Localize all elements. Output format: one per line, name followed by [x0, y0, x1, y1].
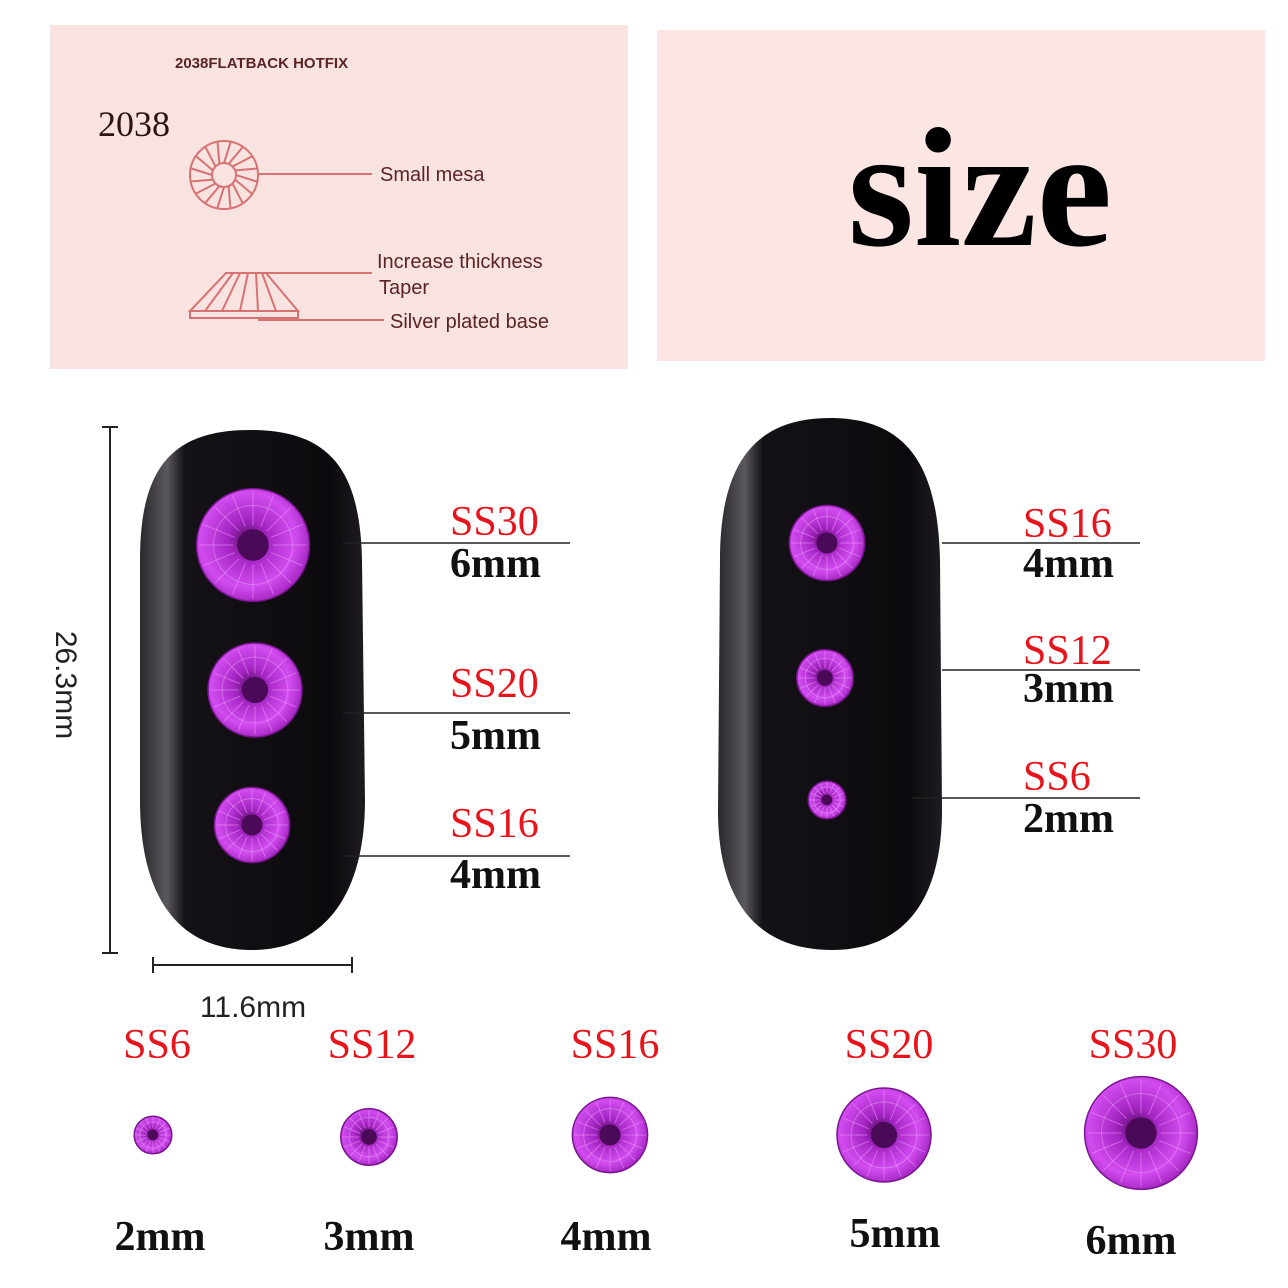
rhinestone — [1083, 1075, 1199, 1191]
rhinestone — [836, 1087, 932, 1183]
width-dimension — [152, 957, 353, 973]
labels-layer: SS306mmSS205mmSS164mmSS164mmSS123mmSS62m… — [115, 499, 1178, 1264]
width-label: 11.6mm — [200, 991, 306, 1024]
rhinestone — [207, 642, 303, 738]
rhinestone — [807, 780, 847, 820]
rhinestone — [796, 649, 854, 707]
size-code-label: SS16 — [1023, 501, 1112, 547]
size-mm-label: 6mm — [450, 541, 541, 587]
height-label: 26.3mm — [49, 631, 82, 739]
size-code-label: SS12 — [328, 1022, 417, 1068]
height-dimension — [102, 426, 118, 954]
size-code-label: SS6 — [1023, 754, 1091, 800]
size-mm-label: 4mm — [450, 852, 541, 898]
gems-layer — [133, 487, 1199, 1191]
size-mm-label: 5mm — [450, 713, 541, 759]
gem-top-view-drawing — [189, 140, 259, 210]
diagram-panel-background — [50, 25, 628, 369]
gem-side-view-drawing — [187, 272, 301, 319]
size-mm-label: 3mm — [1023, 666, 1114, 712]
rhinestone — [195, 487, 311, 603]
rhinestone — [340, 1108, 398, 1166]
rhinestone — [213, 786, 291, 864]
size-mm-label: 6mm — [1086, 1218, 1177, 1264]
size-mm-label: 3mm — [324, 1214, 415, 1260]
size-code-label: SS30 — [450, 499, 539, 545]
size-mm-label: 4mm — [561, 1214, 652, 1260]
size-mm-label: 5mm — [850, 1211, 941, 1257]
size-mm-label: 2mm — [1023, 796, 1114, 842]
title-size: size — [848, 94, 1112, 282]
model-number: 2038 — [98, 104, 170, 144]
size-code-label: SS30 — [1089, 1022, 1178, 1068]
title-panel: size — [657, 30, 1265, 361]
title-panel-background — [657, 30, 1265, 361]
label-silver-plated-base: Silver plated base — [390, 311, 549, 333]
size-code-label: SS20 — [450, 661, 539, 707]
rhinestone — [571, 1096, 649, 1174]
size-mm-label: 4mm — [1023, 541, 1114, 587]
size-code-label: SS20 — [845, 1022, 934, 1068]
size-code-label: SS16 — [450, 801, 539, 847]
rhinestone — [133, 1115, 173, 1155]
size-mm-label: 2mm — [115, 1214, 206, 1260]
diagram-heading: 2038FLATBACK HOTFIX — [175, 55, 348, 72]
label-taper: Taper — [379, 277, 429, 299]
diagram-panel: 2038FLATBACK HOTFIX 2038 Small mesa Incr… — [50, 25, 628, 369]
size-code-label: SS12 — [1023, 628, 1112, 674]
size-code-label: SS6 — [123, 1022, 191, 1068]
rhinestone — [788, 504, 866, 582]
label-increase-thickness: Increase thickness — [377, 251, 543, 273]
size-code-label: SS16 — [571, 1022, 660, 1068]
label-small-mesa: Small mesa — [380, 164, 485, 186]
